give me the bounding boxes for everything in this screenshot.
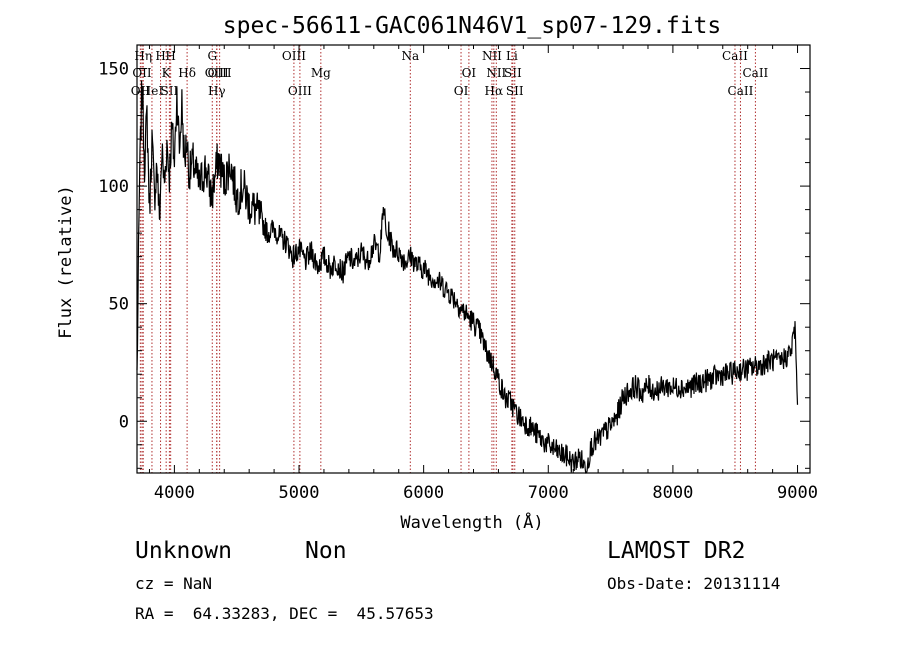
line-marker-label: H bbox=[165, 49, 175, 63]
line-marker-label: CaII bbox=[722, 49, 748, 63]
line-marker-label: NII bbox=[482, 49, 502, 63]
redshift-value: cz = NaN bbox=[135, 574, 213, 593]
spectral-line-markers: OIIOIIHηHeIHKSIIHHδGOIIIHγOIIIOIIIOIIIMg… bbox=[131, 45, 769, 473]
observation-date: Obs-Date: 20131114 bbox=[607, 574, 781, 593]
line-marker-label: Mg bbox=[311, 66, 331, 80]
line-marker-label: CaII bbox=[742, 66, 768, 80]
x-axis: 4000 5000 6000 7000 8000 9000 bbox=[148, 45, 818, 503]
x-tick-label: 5000 bbox=[279, 483, 320, 503]
line-marker-label: Hδ bbox=[178, 66, 196, 80]
x-tick-label: 6000 bbox=[403, 483, 444, 503]
spectrum-line bbox=[136, 80, 799, 474]
x-axis-label: Wavelength (Å) bbox=[400, 511, 543, 533]
line-marker-label: Hα bbox=[485, 84, 504, 98]
object-subclass: Non bbox=[305, 538, 347, 564]
line-marker-label: Li bbox=[506, 49, 518, 63]
line-marker-label: OI bbox=[462, 66, 477, 80]
line-marker-label: HeI bbox=[141, 84, 164, 98]
line-marker-label: OI bbox=[454, 84, 469, 98]
line-marker-label: H bbox=[155, 49, 165, 63]
y-tick-label: 150 bbox=[98, 60, 129, 80]
y-tick-label: 50 bbox=[109, 295, 129, 315]
line-marker-label: K bbox=[162, 66, 172, 80]
line-marker-label: CaII bbox=[728, 84, 754, 98]
line-marker-label: NII bbox=[486, 66, 506, 80]
line-marker-label: SII bbox=[506, 84, 524, 98]
line-marker-label: OIII bbox=[282, 49, 306, 63]
coordinates: RA = 64.33283, DEC = 45.57653 bbox=[135, 604, 434, 623]
survey-name: LAMOST DR2 bbox=[607, 538, 746, 564]
line-marker-label: OIII bbox=[208, 66, 232, 80]
x-tick-label: 7000 bbox=[528, 483, 569, 503]
line-marker-label: SII bbox=[161, 84, 179, 98]
line-marker-label: OIII bbox=[288, 84, 312, 98]
y-axis-label: Flux (relative) bbox=[56, 185, 76, 339]
line-marker-label: Hη bbox=[134, 49, 152, 63]
chart-title: spec-56611-GAC061N46V1_sp07-129.fits bbox=[223, 13, 722, 39]
x-tick-label: 4000 bbox=[154, 483, 195, 503]
y-tick-label: 0 bbox=[119, 412, 129, 432]
object-class: Unknown bbox=[135, 538, 232, 564]
line-marker-label: OII bbox=[131, 84, 151, 98]
y-tick-label: 100 bbox=[98, 177, 129, 197]
line-marker-label: G bbox=[207, 49, 217, 63]
line-marker-label: SII bbox=[504, 66, 522, 80]
y-axis: 0 50 100 150 bbox=[98, 44, 810, 469]
plot-frame bbox=[136, 44, 811, 474]
line-marker-label: Hγ bbox=[208, 84, 226, 98]
x-tick-label: 8000 bbox=[652, 483, 693, 503]
x-tick-label: 9000 bbox=[777, 483, 818, 503]
line-marker-label: Na bbox=[401, 49, 419, 63]
